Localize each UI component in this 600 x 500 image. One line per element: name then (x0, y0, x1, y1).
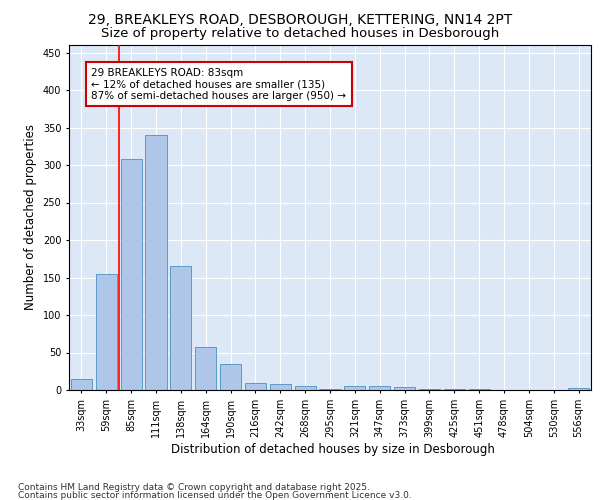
Bar (469, 389, 490, 390)
Bar (319, 389, 341, 390)
Text: 29, BREAKLEYS ROAD, DESBOROUGH, KETTERING, NN14 2PT: 29, BREAKLEYS ROAD, DESBOROUGH, KETTERIN… (88, 12, 512, 26)
Bar (71, 379, 92, 390)
Text: Size of property relative to detached houses in Desborough: Size of property relative to detached ho… (101, 28, 499, 40)
Text: Distribution of detached houses by size in Desborough: Distribution of detached houses by size … (171, 442, 495, 456)
Bar (195, 347, 216, 390)
Y-axis label: Number of detached properties: Number of detached properties (24, 124, 37, 310)
Bar (96, 274, 117, 390)
Text: Contains HM Land Registry data © Crown copyright and database right 2025.: Contains HM Land Registry data © Crown c… (18, 484, 370, 492)
Bar (295, 386, 316, 390)
Bar (394, 387, 415, 390)
Text: 29 BREAKLEYS ROAD: 83sqm
← 12% of detached houses are smaller (135)
87% of semi-: 29 BREAKLEYS ROAD: 83sqm ← 12% of detach… (91, 68, 346, 100)
Bar (220, 364, 241, 390)
Text: Contains public sector information licensed under the Open Government Licence v3: Contains public sector information licen… (18, 491, 412, 500)
Bar (145, 135, 167, 390)
Bar (444, 389, 465, 390)
Bar (270, 384, 291, 390)
Bar (245, 382, 266, 390)
Bar (419, 388, 440, 390)
Bar (170, 266, 191, 390)
Bar (344, 386, 365, 390)
Bar (369, 386, 390, 390)
Bar (121, 159, 142, 390)
Bar (568, 388, 589, 390)
